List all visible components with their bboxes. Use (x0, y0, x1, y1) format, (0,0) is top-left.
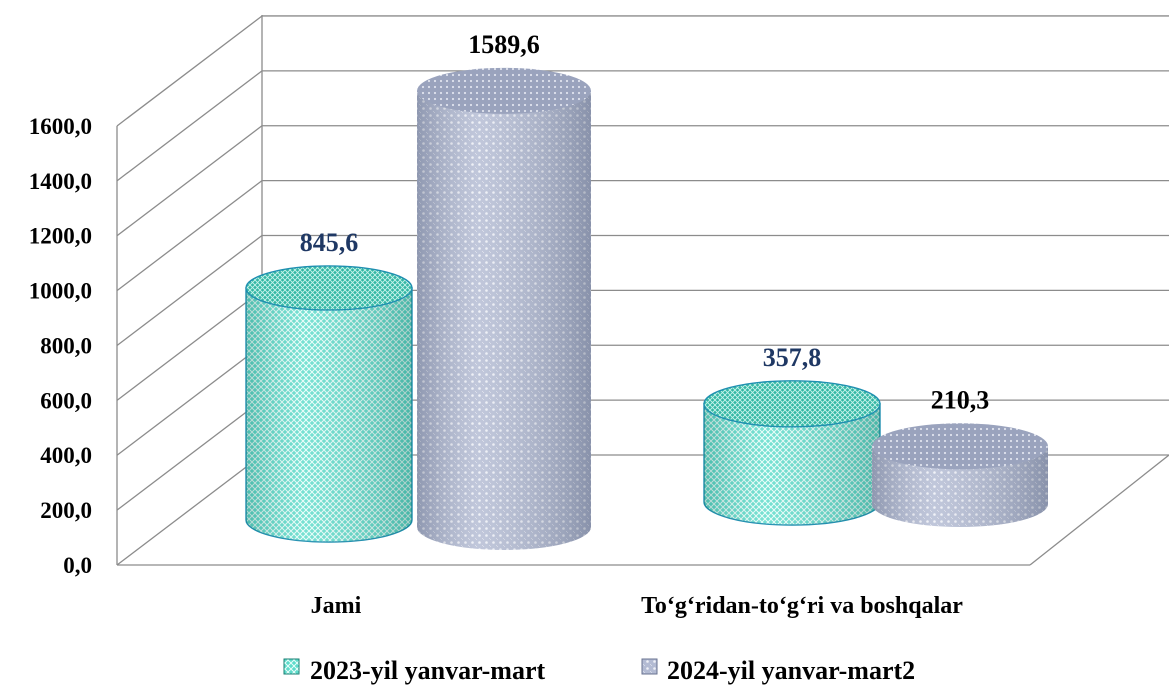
bar-shading (704, 403, 880, 525)
bar-2024-jami (417, 67, 591, 551)
plot-axes (116, 15, 1169, 566)
bar-2023-togridan (703, 380, 881, 526)
bar-2024-togridan (872, 423, 1048, 527)
bar-shading (417, 90, 591, 551)
bar-2023-jami (245, 265, 413, 543)
y-tick-label: 200,0 (40, 498, 92, 523)
legend-label-2023: 2023-yil yanvar-mart (310, 656, 545, 685)
gridline-side (116, 289, 263, 401)
category-labels: Jami To‘g‘ridan-to‘g‘ri va boshqalar (311, 593, 964, 619)
bar-top (703, 380, 881, 428)
bar-top (245, 265, 413, 311)
floor-right-edge (1029, 454, 1169, 566)
x-category-label: To‘g‘ridan-to‘g‘ri va boshqalar (641, 593, 963, 619)
gridline-side (116, 399, 263, 511)
gridline-side (116, 234, 263, 346)
bar-top (872, 423, 1048, 470)
gridline-side (116, 180, 263, 292)
gridline-side (116, 15, 263, 127)
gridline-side (116, 70, 263, 182)
data-label: 357,8 (763, 343, 822, 372)
bar-top (417, 67, 591, 114)
x-category-label: Jami (311, 593, 362, 619)
data-label: 1589,6 (468, 30, 540, 59)
gridline-side (116, 454, 263, 566)
bars (245, 67, 1048, 551)
gridline-side (116, 125, 263, 237)
y-tick-label: 600,0 (40, 388, 92, 413)
y-tick-label: 1000,0 (29, 279, 92, 304)
y-tick-label: 1200,0 (29, 224, 92, 249)
legend-swatch-2023 (283, 658, 300, 675)
y-tick-label: 1600,0 (29, 114, 92, 139)
bar-shading (246, 287, 412, 542)
y-axis-ticks: 0,0 200,0 400,0 600,0 800,0 1000,0 1200,0 1400,… (29, 114, 92, 578)
y-tick-label: 1400,0 (29, 169, 92, 194)
bar-shading (872, 446, 1048, 527)
data-label: 210,3 (931, 385, 990, 414)
legend-swatch-2024 (641, 658, 658, 675)
legend-label-2024: 2024-yil yanvar-mart2 (667, 656, 915, 685)
y-tick-label: 400,0 (40, 443, 92, 468)
legend: 2023-yil yanvar-mart 2024-yil yanvar-mar… (283, 656, 915, 685)
data-label: 845,6 (300, 228, 359, 257)
gridline-side (116, 344, 263, 456)
y-tick-label: 800,0 (40, 333, 92, 358)
y-tick-label: 0,0 (63, 553, 92, 578)
data-labels: 845,6 1589,6 357,8 210,3 (300, 30, 990, 414)
